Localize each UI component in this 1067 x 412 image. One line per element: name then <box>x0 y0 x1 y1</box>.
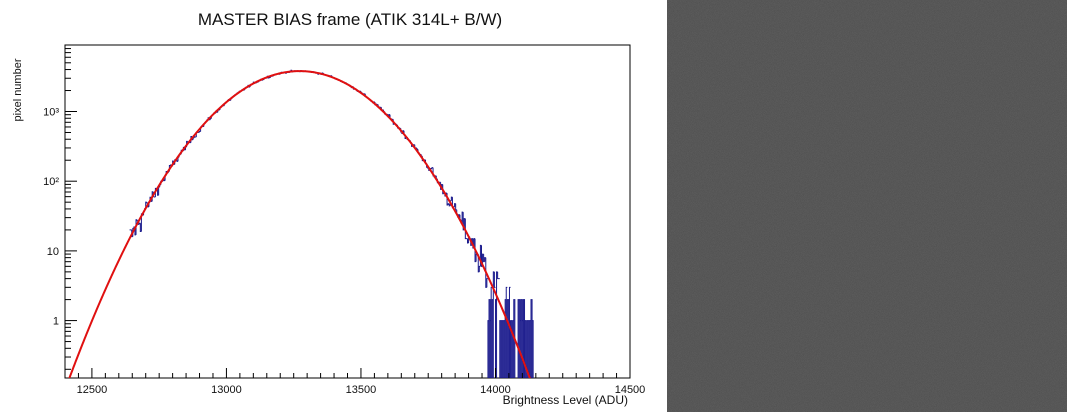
chart-title: MASTER BIAS frame (ATIK 314L+ B/W) <box>198 10 502 29</box>
plot-frame <box>64 44 631 379</box>
y-tick-label: 1 <box>53 316 59 328</box>
y-tick-label: 10³ <box>43 107 59 119</box>
y-axis-label: pixel number <box>12 58 24 121</box>
bias-frame-image <box>667 0 1067 412</box>
y-tick-label: 10 <box>47 246 59 258</box>
x-tick-label: 14500 <box>615 384 646 396</box>
fit-series <box>68 70 531 378</box>
x-tick-label: 14000 <box>480 384 511 396</box>
plot-area <box>68 69 534 378</box>
bias-frame-noise <box>667 0 1067 412</box>
y-tick-label: 10² <box>43 176 59 188</box>
histogram-series <box>129 69 534 378</box>
axes: 12500 13000 13500 14000 14500 1 10 10² 10³ <box>43 44 646 396</box>
histogram-bins <box>129 69 534 378</box>
gaussian-fit-curve <box>68 70 531 378</box>
histogram-chart: MASTER BIAS frame (ATIK 314L+ B/W) 12500… <box>12 10 646 407</box>
x-tick-label: 13500 <box>346 384 377 396</box>
x-tick-label: 12500 <box>77 384 108 396</box>
x-tick-label: 13000 <box>211 384 242 396</box>
x-axis-label: Brightness Level (ADU) <box>503 393 628 407</box>
